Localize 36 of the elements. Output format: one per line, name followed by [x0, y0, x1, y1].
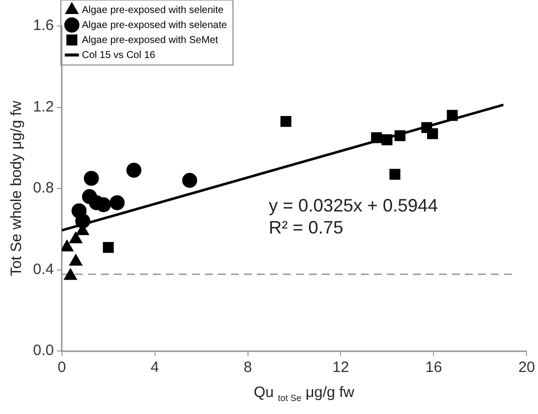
point: [382, 134, 392, 146]
y-tick-label: 1.6: [32, 17, 54, 34]
x-tick-label: 8: [244, 359, 252, 376]
legend-label: Algae pre-exposed with SeMet: [82, 34, 218, 46]
point: [280, 116, 292, 127]
point: [389, 168, 400, 180]
legend-label: Col 15 vs Col 16: [82, 50, 156, 61]
point: [64, 268, 78, 280]
x-tick-label: 4: [150, 359, 159, 376]
point: [69, 254, 82, 266]
x-tick-label: 12: [332, 359, 350, 376]
point: [182, 172, 198, 188]
x-tick-label: 20: [518, 359, 535, 376]
point: [84, 170, 99, 186]
point: [394, 130, 406, 142]
annotation: R² = 0.75: [268, 217, 344, 238]
point: [62, 240, 74, 252]
legend-label: Algae pre-exposed with selenite: [82, 4, 224, 16]
point: [75, 214, 90, 228]
y-tick-label: 0.0: [32, 342, 54, 360]
point: [371, 132, 382, 144]
point: [102, 242, 114, 253]
y-axis-title: Tot Se whole body μg/g fw: [8, 100, 26, 276]
point: [110, 195, 125, 210]
y-tick-label: 0.4: [32, 260, 54, 278]
x-tick-label: 0: [58, 359, 66, 376]
annotation: y = 0.0325x + 0.5944: [268, 195, 438, 216]
point: [69, 232, 82, 244]
x-tick-label: 16: [425, 359, 442, 376]
y-tick-label: 0.8: [32, 180, 54, 197]
point: [126, 162, 142, 178]
x-axis-title: Qu $_{tot Se}$ μg/g fw: [252, 384, 356, 403]
legend-label: Algae pre-exposed with selenate: [82, 20, 228, 31]
point: [446, 110, 458, 121]
point: [427, 128, 438, 140]
y-tick-label: 1.2: [32, 98, 54, 116]
